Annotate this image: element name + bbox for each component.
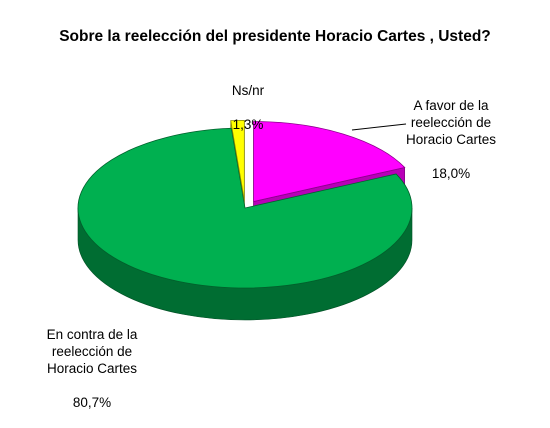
slice-label-a-favor-text: A favor de la reelección de Horacio Cart… — [405, 98, 497, 147]
slice-label-ns-nr-text: Ns/nr — [231, 83, 265, 98]
slice-label-en-contra: En contra de la reelección de Horacio Ca… — [28, 309, 156, 428]
slice-top-ns-nr — [230, 119, 245, 201]
slice-value-a-favor: 18,0% — [431, 166, 471, 181]
slice-label-ns-nr: Ns/nr 1,3% — [218, 65, 278, 150]
chart-title: Sobre la reelección del presidente Horac… — [59, 28, 491, 45]
pie-slices — [77, 119, 413, 321]
slice-top-a-favor — [253, 121, 406, 203]
slice-label-en-contra-text: En contra de la reelección de Horacio Ca… — [46, 327, 138, 376]
slice-label-a-favor: A favor de la reelección de Horacio Cart… — [393, 80, 509, 199]
chart-frame: Sobre la reelección del presidente Horac… — [46, 28, 509, 410]
pie-chart — [77, 119, 413, 321]
slice-value-ns-nr: 1,3% — [232, 117, 264, 132]
connector-favor — [351, 123, 407, 131]
slice-value-en-contra: 80,7% — [72, 395, 112, 410]
slice-top-en-contra — [77, 127, 413, 289]
